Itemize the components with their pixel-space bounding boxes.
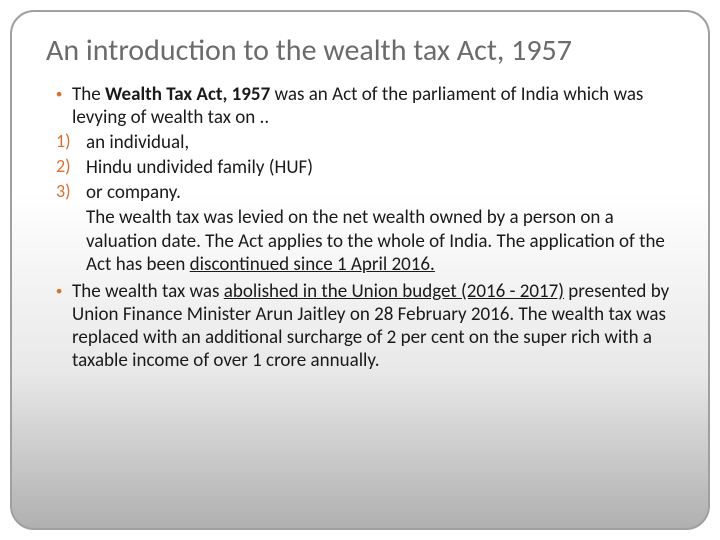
bullet-text: The wealth tax was abolished in the Unio… (72, 280, 674, 373)
numbered-text: Hindu undivided family (HUF) (86, 156, 674, 179)
number-marker: 3) (46, 181, 86, 203)
text-run-underline: discontinued since 1 April 2016. (190, 253, 435, 276)
text-run-bold: Wealth Tax Act, 1957 (105, 83, 270, 106)
number-marker: 1) (46, 131, 86, 153)
text-run-underline: abolished in the Union budget (2016 - 20… (224, 280, 564, 303)
bullet-dot-icon (46, 280, 72, 303)
bullet-dot-icon (46, 83, 72, 106)
paragraph: The wealth tax was levied on the net wea… (46, 206, 674, 276)
numbered-item: 1) an individual, (46, 131, 674, 154)
numbered-text: an individual, (86, 131, 674, 154)
bullet-text: The Wealth Tax Act, 1957 was an Act of t… (72, 83, 674, 129)
numbered-item: 3) or company. (46, 181, 674, 204)
bullet-item: The Wealth Tax Act, 1957 was an Act of t… (46, 83, 674, 129)
numbered-item: 2) Hindu undivided family (HUF) (46, 156, 674, 179)
numbered-text: or company. (86, 181, 674, 204)
slide-card: An introduction to the wealth tax Act, 1… (10, 10, 710, 530)
text-run: The wealth tax was (72, 280, 224, 303)
text-run: The (72, 83, 105, 106)
bullet-item: The wealth tax was abolished in the Unio… (46, 280, 674, 373)
number-marker: 2) (46, 156, 86, 178)
slide-title: An introduction to the wealth tax Act, 1… (46, 34, 674, 69)
slide-body: The Wealth Tax Act, 1957 was an Act of t… (46, 83, 674, 373)
